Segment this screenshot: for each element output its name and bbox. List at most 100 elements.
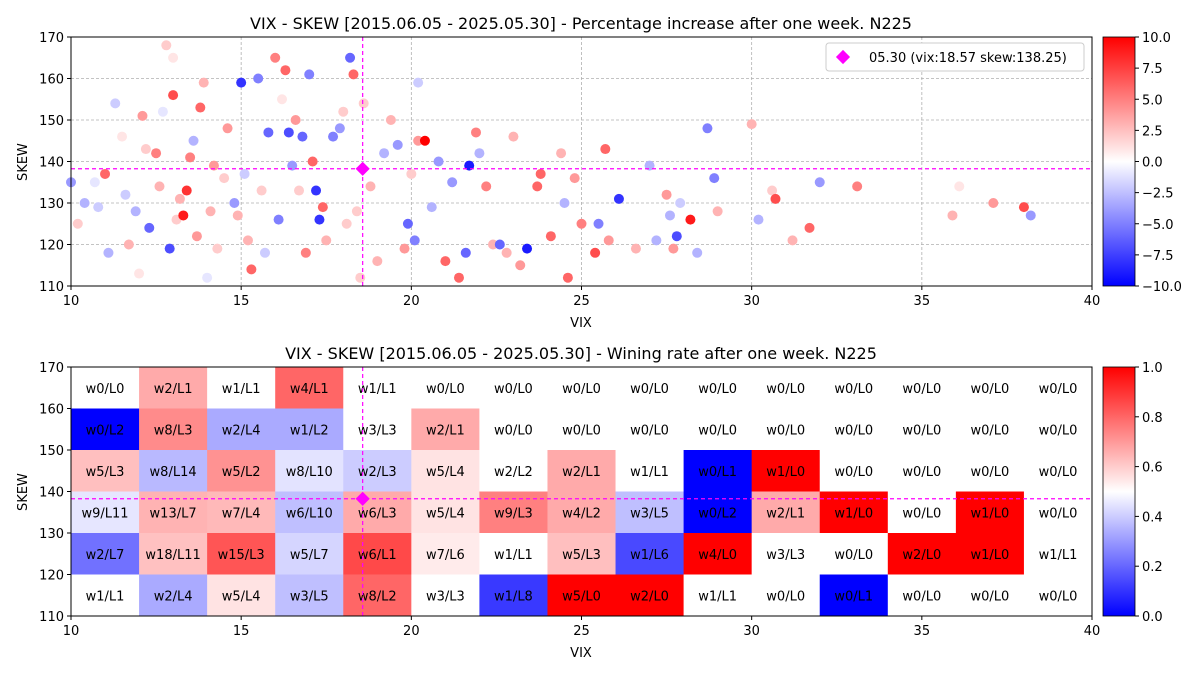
heatmap-cell-label: w5/L3 xyxy=(86,465,125,480)
scatter-point xyxy=(593,218,604,229)
x-tick-label: 35 xyxy=(914,624,931,639)
heatmap-cell-label: w2/L1 xyxy=(766,506,805,521)
scatter-point xyxy=(440,256,451,267)
colorbar-tick-label: 1.0 xyxy=(1142,361,1163,376)
scatter-point xyxy=(630,243,641,254)
colorbar-tick-label: −2.5 xyxy=(1142,187,1174,202)
heatmap-cell xyxy=(547,574,617,617)
scatter-point xyxy=(426,202,437,213)
heatmap-cell-label: w1/L1 xyxy=(222,382,261,397)
heatmap-cell-label: w3/L5 xyxy=(290,589,329,604)
heatmap-cell-label: w0/L0 xyxy=(971,589,1010,604)
y-tick-label: 150 xyxy=(39,114,64,129)
heatmap-cell-label: w2/L0 xyxy=(630,589,669,604)
scatter-point xyxy=(259,247,270,258)
scatter-point xyxy=(545,231,556,242)
heatmap-cell xyxy=(683,574,753,617)
heatmap-cell-label: w0/L2 xyxy=(698,506,737,521)
scatter-point xyxy=(365,181,376,192)
heatmap-cell-label: w1/L0 xyxy=(971,548,1010,563)
x-tick-label: 20 xyxy=(403,624,420,639)
colorbar-tick-label: 0.6 xyxy=(1142,461,1163,476)
colorbar-tick-label: 0.2 xyxy=(1142,560,1163,575)
heatmap-cell xyxy=(207,574,276,617)
scatter-point xyxy=(140,144,151,155)
scatter-point xyxy=(280,65,291,76)
scatter-point xyxy=(328,131,339,142)
heatmap-cell xyxy=(71,450,140,492)
scatter-point xyxy=(399,243,410,254)
scatter-point xyxy=(644,160,655,171)
scatter-point xyxy=(685,214,696,225)
scatter-point xyxy=(181,185,192,196)
heatmap-cell xyxy=(343,533,412,575)
scatter-point xyxy=(515,260,526,271)
heatmap-cell-label: w0/L0 xyxy=(902,506,941,521)
heatmap-cell-label: w6/L3 xyxy=(358,506,397,521)
heatmap-cell-label: w8/L14 xyxy=(150,465,197,480)
colorbar-tick-label: −10.0 xyxy=(1142,280,1182,295)
heatmap-chart: VIX - SKEW [2015.06.05 - 2025.05.30] - W… xyxy=(16,344,1163,661)
scatter-y-axis-label: SKEW xyxy=(16,143,31,181)
heatmap-cell xyxy=(955,450,1025,492)
scatter-point xyxy=(174,193,185,204)
scatter-point xyxy=(474,148,485,159)
scatter-point xyxy=(205,206,216,217)
heatmap-cell-label: w0/L0 xyxy=(562,382,601,397)
heatmap-cell-label: w3/L3 xyxy=(426,589,465,604)
heatmap-cell xyxy=(71,533,140,575)
heatmap-cell-label: w0/L0 xyxy=(766,589,805,604)
heatmap-cell-label: w1/L8 xyxy=(494,589,533,604)
scatter-point xyxy=(307,156,318,167)
heatmap-cell-label: w5/L0 xyxy=(562,589,601,604)
scatter-point xyxy=(110,98,121,109)
heatmap-cell-label: w1/L2 xyxy=(290,423,329,438)
scatter-point xyxy=(130,206,141,217)
heatmap-cell xyxy=(343,574,412,617)
heatmap-y-axis-label: SKEW xyxy=(16,473,31,511)
y-tick-label: 110 xyxy=(39,610,64,625)
heatmap-title: VIX - SKEW [2015.06.05 - 2025.05.30] - W… xyxy=(285,344,877,363)
x-tick-label: 10 xyxy=(63,624,80,639)
scatter-point xyxy=(814,177,825,188)
heatmap-cell-label: w0/L0 xyxy=(1039,423,1078,438)
heatmap-cell-label: w1/L0 xyxy=(766,465,805,480)
heatmap-current-crosshair xyxy=(71,367,1092,616)
scatter-point xyxy=(355,272,366,283)
scatter-point xyxy=(947,210,958,221)
heatmap-cell-label: w9/L3 xyxy=(494,506,533,521)
heatmap-cell xyxy=(887,574,957,617)
scatter-point xyxy=(372,256,383,267)
scatter-point xyxy=(409,235,420,246)
scatter-chart: VIX - SKEW [2015.06.05 - 2025.05.30] - P… xyxy=(16,14,1182,331)
heatmap-cell xyxy=(819,574,889,617)
heatmap-cell-label: w15/L3 xyxy=(218,548,265,563)
heatmap-cell-label: w8/L2 xyxy=(358,589,397,604)
colorbar-tick-label: 10.0 xyxy=(1142,31,1171,46)
scatter-point xyxy=(79,198,90,208)
heatmap-cell-label: w0/L0 xyxy=(1039,382,1078,397)
heatmap-cell-label: w1/L1 xyxy=(86,589,125,604)
scatter-point xyxy=(208,160,219,171)
heatmap-cell-label: w0/L0 xyxy=(698,423,737,438)
scatter-point xyxy=(283,127,294,138)
scatter-point xyxy=(1025,210,1036,221)
y-tick-label: 130 xyxy=(39,527,64,542)
x-tick-label: 30 xyxy=(743,294,760,309)
colorbar-tick-label: 2.5 xyxy=(1142,124,1163,139)
scatter-point xyxy=(290,115,301,125)
scatter-point xyxy=(348,69,359,80)
scatter-point xyxy=(753,214,764,225)
heatmap-cell-label: w0/L0 xyxy=(834,423,873,438)
heatmap-cell-label: w0/L0 xyxy=(834,382,873,397)
heatmap-cell xyxy=(751,574,821,617)
heatmap-cell xyxy=(139,574,208,617)
scatter-point xyxy=(590,247,601,258)
heatmap-cell-label: w1/L0 xyxy=(971,506,1010,521)
heatmap-cell-label: w0/L0 xyxy=(494,423,533,438)
y-tick-label: 170 xyxy=(39,361,64,376)
legend-diamond-marker xyxy=(835,49,851,65)
colorbar-gradient xyxy=(1102,36,1136,287)
y-tick-label: 170 xyxy=(39,31,64,46)
